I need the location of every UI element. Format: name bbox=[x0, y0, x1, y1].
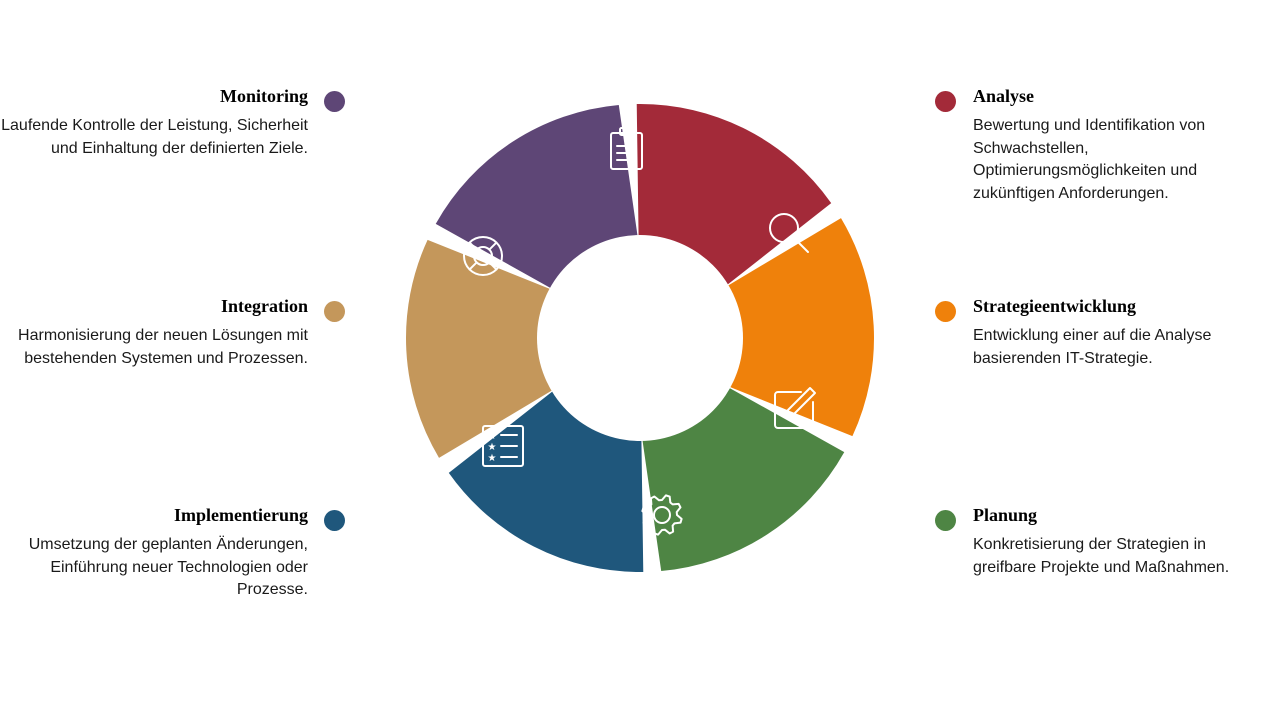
monitoring-dot bbox=[324, 91, 345, 112]
gear-icon bbox=[641, 494, 683, 536]
analyse-dot bbox=[935, 91, 956, 112]
integration-dot bbox=[324, 301, 345, 322]
magnifier-icon bbox=[769, 213, 809, 253]
step-integration: Integration Harmonisierung der neuen Lös… bbox=[0, 296, 308, 370]
svg-text:★: ★ bbox=[488, 442, 497, 453]
checklist-icon: ★ ★ ★ bbox=[482, 425, 524, 467]
step-title: Strategieentwicklung bbox=[973, 296, 1136, 316]
step-title: Planung bbox=[973, 505, 1038, 525]
step-implementierung: Implementierung Umsetzung der geplanten … bbox=[0, 505, 308, 602]
svg-text:★: ★ bbox=[488, 453, 497, 464]
segment-strategieentwicklung bbox=[720, 218, 874, 437]
step-planung: Planung Konkretisierung der Strategien i… bbox=[973, 505, 1263, 579]
step-analyse: Analyse Bewertung und Identifikation von… bbox=[973, 86, 1253, 205]
step-title: Monitoring bbox=[220, 86, 308, 106]
step-description: Konkretisierung der Strategien in greifb… bbox=[973, 536, 1230, 576]
svg-text:★: ★ bbox=[488, 431, 497, 442]
step-title: Implementierung bbox=[174, 505, 308, 525]
planung-dot bbox=[935, 510, 956, 531]
edit-icon bbox=[774, 387, 816, 429]
strategie-dot bbox=[935, 301, 956, 322]
segment-analyse bbox=[636, 104, 832, 290]
lifebuoy-icon bbox=[463, 236, 503, 276]
step-description: Entwicklung einer auf die Analyse basier… bbox=[973, 327, 1212, 367]
segment-integration bbox=[406, 239, 560, 458]
segment-monitoring bbox=[435, 104, 639, 293]
center-hole bbox=[537, 235, 743, 441]
step-strategieentwicklung: Strategieentwicklung Entwicklung einer a… bbox=[973, 296, 1253, 370]
step-monitoring: Monitoring Laufende Kontrolle der Leistu… bbox=[0, 86, 308, 160]
step-description: Harmonisierung der neuen Lösungen mit be… bbox=[18, 327, 308, 367]
step-description: Laufende Kontrolle der Leistung, Sicherh… bbox=[1, 117, 308, 157]
step-title: Integration bbox=[221, 296, 308, 316]
step-description: Bewertung und Identifikation von Schwach… bbox=[973, 117, 1206, 202]
step-description: Umsetzung der geplanten Änderungen, Einf… bbox=[28, 536, 308, 598]
step-title: Analyse bbox=[973, 86, 1035, 106]
clipboard-icon bbox=[610, 127, 643, 170]
segment-planung bbox=[641, 383, 845, 572]
segment-implementierung bbox=[448, 386, 644, 572]
implementierung-dot bbox=[324, 510, 345, 531]
